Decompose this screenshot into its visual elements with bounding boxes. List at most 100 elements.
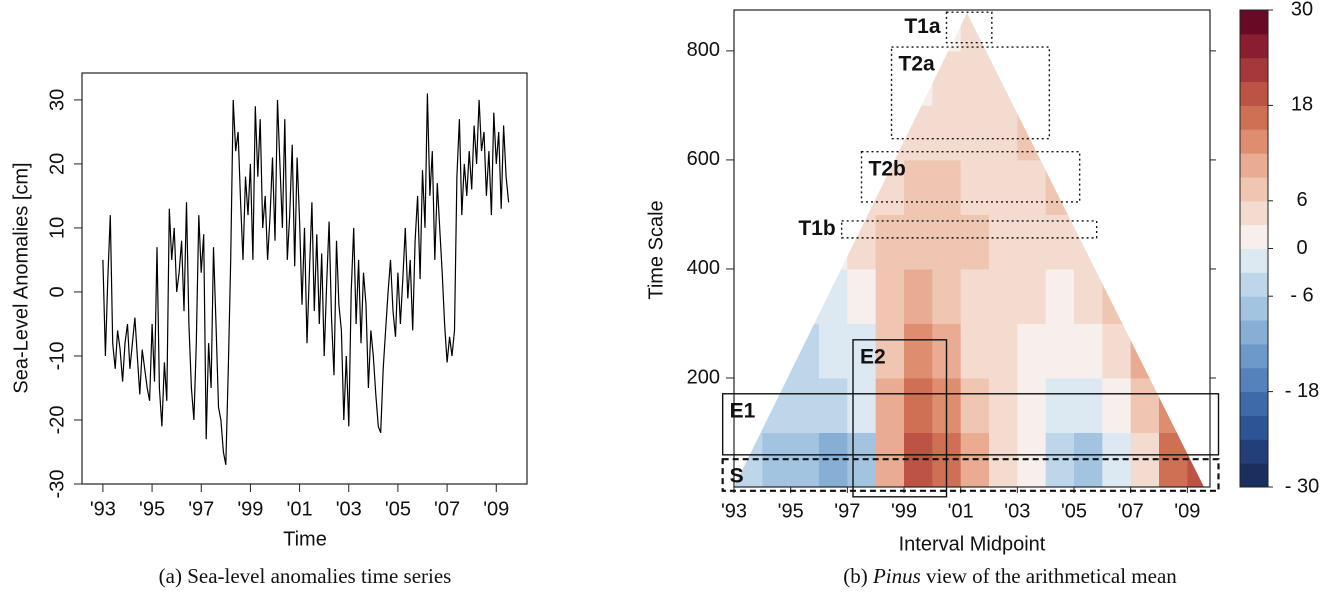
y-tick-label: 10 <box>46 217 68 239</box>
x-tick-label: '93 <box>721 500 747 522</box>
heat-cell <box>989 214 1018 270</box>
x-tick-label: '99 <box>237 498 263 520</box>
x-tick-label: '07 <box>434 498 460 520</box>
colorbar-bin <box>1240 200 1268 226</box>
heat-cell <box>932 50 962 106</box>
heat-cell <box>960 323 990 379</box>
heat-cell <box>960 268 990 324</box>
region-box <box>860 151 1081 203</box>
heat-cell <box>1074 214 1103 270</box>
heat-cell <box>960 159 990 215</box>
heatmap <box>734 13 1204 487</box>
region-box <box>945 11 993 44</box>
colorbar-bin <box>1240 415 1268 440</box>
region-label: T2a <box>899 53 936 76</box>
heat-cell <box>1074 323 1103 379</box>
heat-cell <box>875 268 905 324</box>
y-tick-label: 400 <box>687 257 720 279</box>
colorbar-bin <box>1240 463 1268 488</box>
heat-cell <box>819 323 848 379</box>
plot-box <box>81 72 528 485</box>
colorbar-bin <box>1240 153 1268 178</box>
heat-cell <box>1017 432 1047 487</box>
heat-cell <box>960 105 990 161</box>
heat-cell <box>1045 159 1075 215</box>
colorbar-label: 30 <box>1291 0 1313 20</box>
y-tick-label: 30 <box>46 89 68 111</box>
x-tick-label: '99 <box>891 500 917 522</box>
heat-cell <box>932 159 962 215</box>
heat-cell <box>1045 214 1075 270</box>
heat-cell <box>1017 214 1047 270</box>
y-tick-label: 20 <box>46 153 68 175</box>
heat-cell <box>904 159 933 215</box>
heat-cell <box>875 214 905 270</box>
region-label: T2b <box>869 157 906 180</box>
heat-cell <box>819 268 848 324</box>
x-axis-label: Time <box>283 528 327 550</box>
heat-cell <box>1017 159 1047 215</box>
x-tick-label: '95 <box>778 500 804 522</box>
heat-cell <box>1130 323 1160 379</box>
heat-cell <box>1045 377 1075 433</box>
colorbar-bin <box>1240 367 1268 393</box>
y-tick-label: 800 <box>687 39 720 61</box>
heat-cell <box>1187 432 1204 487</box>
heat-cell <box>819 377 848 433</box>
heat-cell <box>960 377 990 433</box>
colorbar-bin <box>1240 248 1268 273</box>
heat-cell <box>790 323 820 379</box>
x-tick-label: '93 <box>90 498 116 520</box>
x-tick-label: '01 <box>287 498 313 520</box>
x-tick-label: '97 <box>188 498 214 520</box>
plot-box <box>733 9 1211 488</box>
heat-cell <box>904 268 933 324</box>
colorbar-bin <box>1240 439 1268 464</box>
region-label: T1a <box>904 15 941 38</box>
heat-cell <box>1102 268 1132 324</box>
heat-cell <box>847 432 877 487</box>
x-tick-label: '01 <box>948 500 974 522</box>
colorbar-label: - 18 <box>1285 380 1319 402</box>
y-tick-label: -10 <box>46 342 68 371</box>
x-tick-label: '05 <box>385 498 411 520</box>
region-label: E1 <box>730 399 756 422</box>
colorbar-bin <box>1240 81 1268 106</box>
colorbar-bin <box>1240 224 1268 249</box>
x-axis-label: Interval Midpoint <box>899 533 1046 555</box>
region-label: T1b <box>798 217 835 240</box>
y-tick-label: -20 <box>46 406 68 435</box>
caption: (a) Sea-level anomalies time series <box>159 564 452 588</box>
heat-cell <box>1074 268 1103 324</box>
heat-cell <box>1017 268 1047 324</box>
y-tick-label: 0 <box>46 286 68 297</box>
heat-cell <box>960 50 990 106</box>
heat-cell <box>1045 268 1075 324</box>
heat-cell <box>989 50 1018 106</box>
heat-cell <box>790 377 820 433</box>
colorbar-bin <box>1240 176 1268 202</box>
heat-cell <box>762 323 792 379</box>
heat-cell <box>989 268 1018 324</box>
colorbar-bin <box>1240 343 1268 369</box>
heat-cell <box>875 432 905 487</box>
region-box <box>721 393 1220 456</box>
heat-cell <box>790 268 820 324</box>
heat-cell <box>1130 377 1160 433</box>
x-tick-label: '09 <box>483 498 509 520</box>
y-axis-label: Sea-Level Anomalies [cm] <box>10 162 32 393</box>
heat-cell <box>1074 377 1103 433</box>
x-tick-label: '03 <box>336 498 362 520</box>
heat-cell <box>1102 377 1132 433</box>
x-tick-label: '97 <box>834 500 860 522</box>
heat-cell <box>960 13 990 52</box>
colorbar-bin <box>1240 105 1268 130</box>
heat-cell <box>989 377 1018 433</box>
colorbar-label: - 6 <box>1290 284 1313 306</box>
y-tick-label: 200 <box>687 366 720 388</box>
heat-cell <box>875 323 905 379</box>
heat-cell <box>960 214 990 270</box>
heat-cell <box>989 159 1018 215</box>
x-tick-label: '09 <box>1174 500 1200 522</box>
